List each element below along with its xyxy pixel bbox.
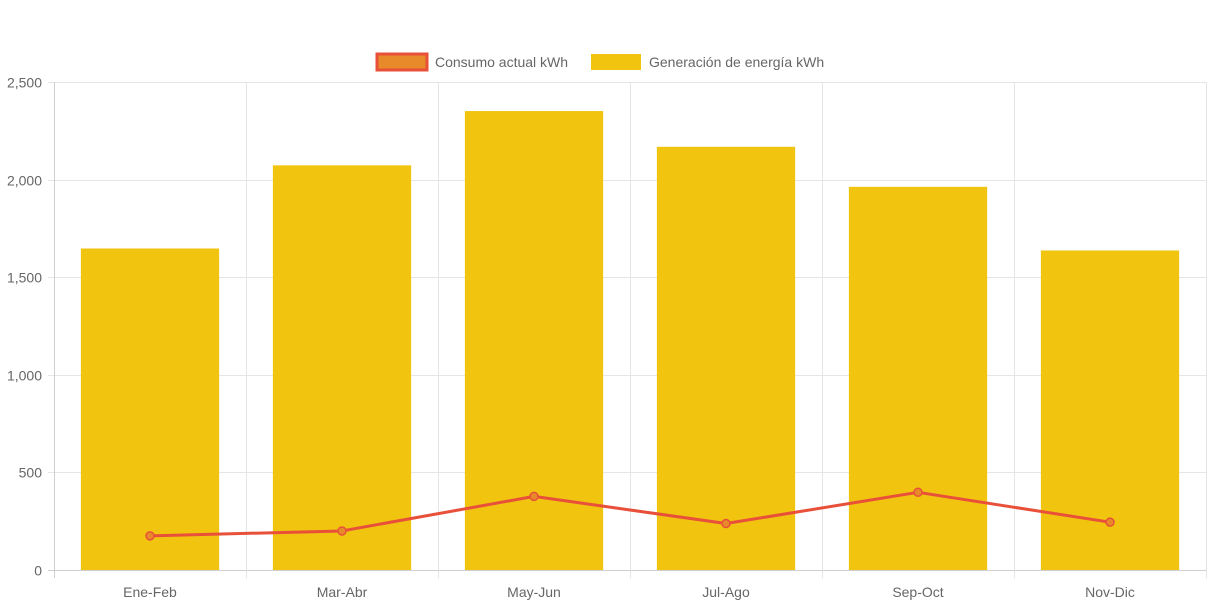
grid: [48, 82, 1207, 578]
x-tick-label: May-Jun: [507, 584, 561, 600]
point-consumo[interactable]: [529, 491, 539, 502]
legend-label-consumo[interactable]: Consumo actual kWh: [435, 54, 568, 70]
bar-generacion[interactable]: [80, 248, 220, 570]
point-consumo[interactable]: [913, 487, 923, 498]
bar-generacion[interactable]: [1040, 250, 1180, 571]
legend: Consumo actual kWh Generación de energía …: [375, 52, 824, 72]
x-tick-label: Mar-Abr: [317, 584, 368, 600]
y-tick-label: 1,000: [7, 368, 42, 384]
bar-series-generacion: [80, 111, 1180, 571]
bar-generacion[interactable]: [848, 186, 988, 571]
legend-swatch-consumo[interactable]: [375, 52, 429, 72]
line-series-consumo: [145, 487, 1115, 541]
point-consumo[interactable]: [1105, 517, 1115, 527]
x-tick-label: Jul-Ago: [702, 584, 750, 600]
y-tick-label: 2,000: [7, 173, 42, 189]
bar-generacion[interactable]: [656, 146, 796, 570]
axes: 0 500 1,000 1,500 2,000 2,500 Ene-Feb Mar-Abr Ma…: [7, 75, 1135, 601]
y-tick-label: 2,500: [7, 75, 42, 91]
point-consumo[interactable]: [337, 526, 347, 536]
y-tick-label: 500: [19, 465, 43, 481]
point-consumo[interactable]: [721, 518, 731, 529]
point-consumo[interactable]: [145, 531, 155, 541]
y-tick-label: 1,500: [7, 270, 42, 286]
x-tick-label: Ene-Feb: [123, 584, 177, 600]
y-tick-label: 0: [34, 563, 42, 579]
bar-generacion[interactable]: [464, 111, 604, 570]
x-tick-label: Nov-Dic: [1085, 584, 1135, 600]
line-consumo: [149, 490, 1111, 538]
legend-swatch-generacion[interactable]: [591, 54, 641, 70]
bar-generacion[interactable]: [272, 165, 412, 570]
x-tick-label: Sep-Oct: [892, 584, 943, 600]
legend-label-generacion[interactable]: Generación de energía kWh: [649, 54, 824, 70]
